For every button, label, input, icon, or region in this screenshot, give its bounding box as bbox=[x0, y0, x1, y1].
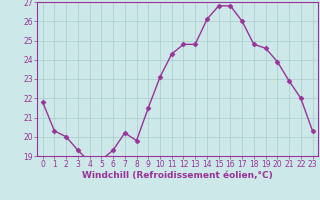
X-axis label: Windchill (Refroidissement éolien,°C): Windchill (Refroidissement éolien,°C) bbox=[82, 171, 273, 180]
